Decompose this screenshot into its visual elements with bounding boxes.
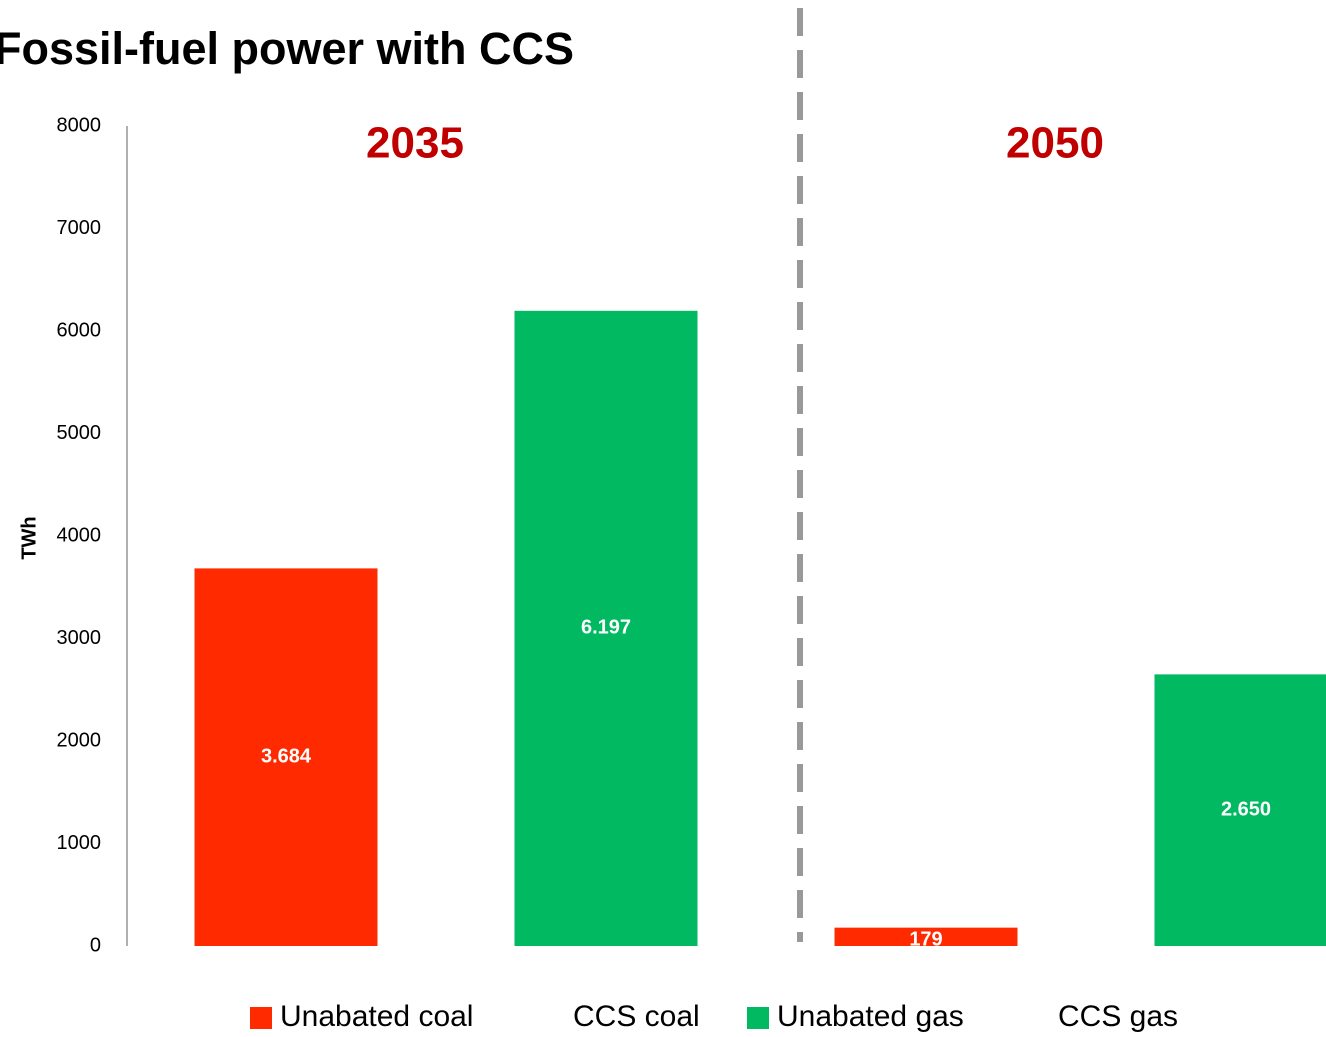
data-label: 6.197 bbox=[581, 617, 631, 639]
y-tick-label: 5000 bbox=[57, 422, 102, 444]
y-tick-label: 7000 bbox=[57, 217, 102, 239]
y-tick-label: 1000 bbox=[57, 832, 102, 854]
y-tick-label: 6000 bbox=[57, 319, 102, 341]
y-tick-label: 3000 bbox=[57, 627, 102, 649]
chart-title: Fossil-fuel power with CCS bbox=[0, 23, 574, 74]
bar bbox=[194, 568, 378, 946]
data-label: 3.684 bbox=[261, 745, 312, 767]
y-axis-label: TWh bbox=[18, 516, 40, 559]
y-tick-label: 8000 bbox=[57, 114, 102, 136]
category-label: 2035 bbox=[366, 119, 464, 168]
bar bbox=[514, 310, 698, 946]
legend-label: Unabated coal bbox=[280, 1000, 473, 1033]
legend-label: CCS coal bbox=[573, 1000, 700, 1033]
data-label: 2.650 bbox=[1221, 798, 1271, 820]
y-tick-label: 0 bbox=[90, 934, 101, 956]
bar bbox=[834, 927, 1018, 946]
category-label: 2050 bbox=[1006, 119, 1104, 168]
bar bbox=[1154, 674, 1326, 946]
legend-swatch bbox=[747, 1007, 769, 1029]
legend-label: CCS gas bbox=[1058, 1000, 1178, 1033]
data-label: 179 bbox=[909, 928, 942, 950]
legend-swatch bbox=[250, 1007, 272, 1029]
y-tick-label: 4000 bbox=[57, 524, 102, 546]
y-tick-label: 2000 bbox=[57, 729, 102, 751]
legend-label: Unabated gas bbox=[777, 1000, 964, 1033]
